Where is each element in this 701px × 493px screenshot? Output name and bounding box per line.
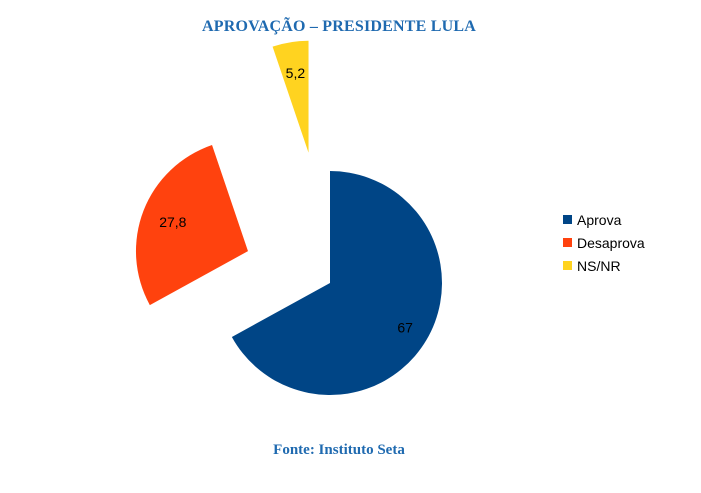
legend-label-aprova: Aprova [577, 211, 622, 228]
slice-aprova [231, 171, 442, 395]
legend-swatch-aprova [563, 215, 572, 224]
slice-label-nsnr: 5,2 [286, 65, 306, 81]
slice-label-desaprova: 27,8 [159, 214, 186, 230]
legend-label-desaprova: Desaprova [577, 234, 645, 251]
legend-swatch-desaprova [563, 238, 572, 247]
chart-source: Fonte: Instituto Seta [273, 442, 405, 458]
chart-legend: Aprova Desaprova NS/NR [563, 208, 645, 277]
legend-swatch-nsnr [563, 261, 572, 270]
legend-item-desaprova: Desaprova [563, 231, 645, 254]
slice-desaprova [135, 145, 248, 306]
legend-item-nsnr: NS/NR [563, 254, 645, 277]
slice-nsnr [272, 40, 309, 153]
legend-item-aprova: Aprova [563, 208, 645, 231]
slice-label-aprova: 67 [397, 319, 413, 335]
legend-label-nsnr: NS/NR [577, 257, 621, 274]
chart-title: APROVAÇÃO – PRESIDENTE LULA [201, 18, 477, 35]
